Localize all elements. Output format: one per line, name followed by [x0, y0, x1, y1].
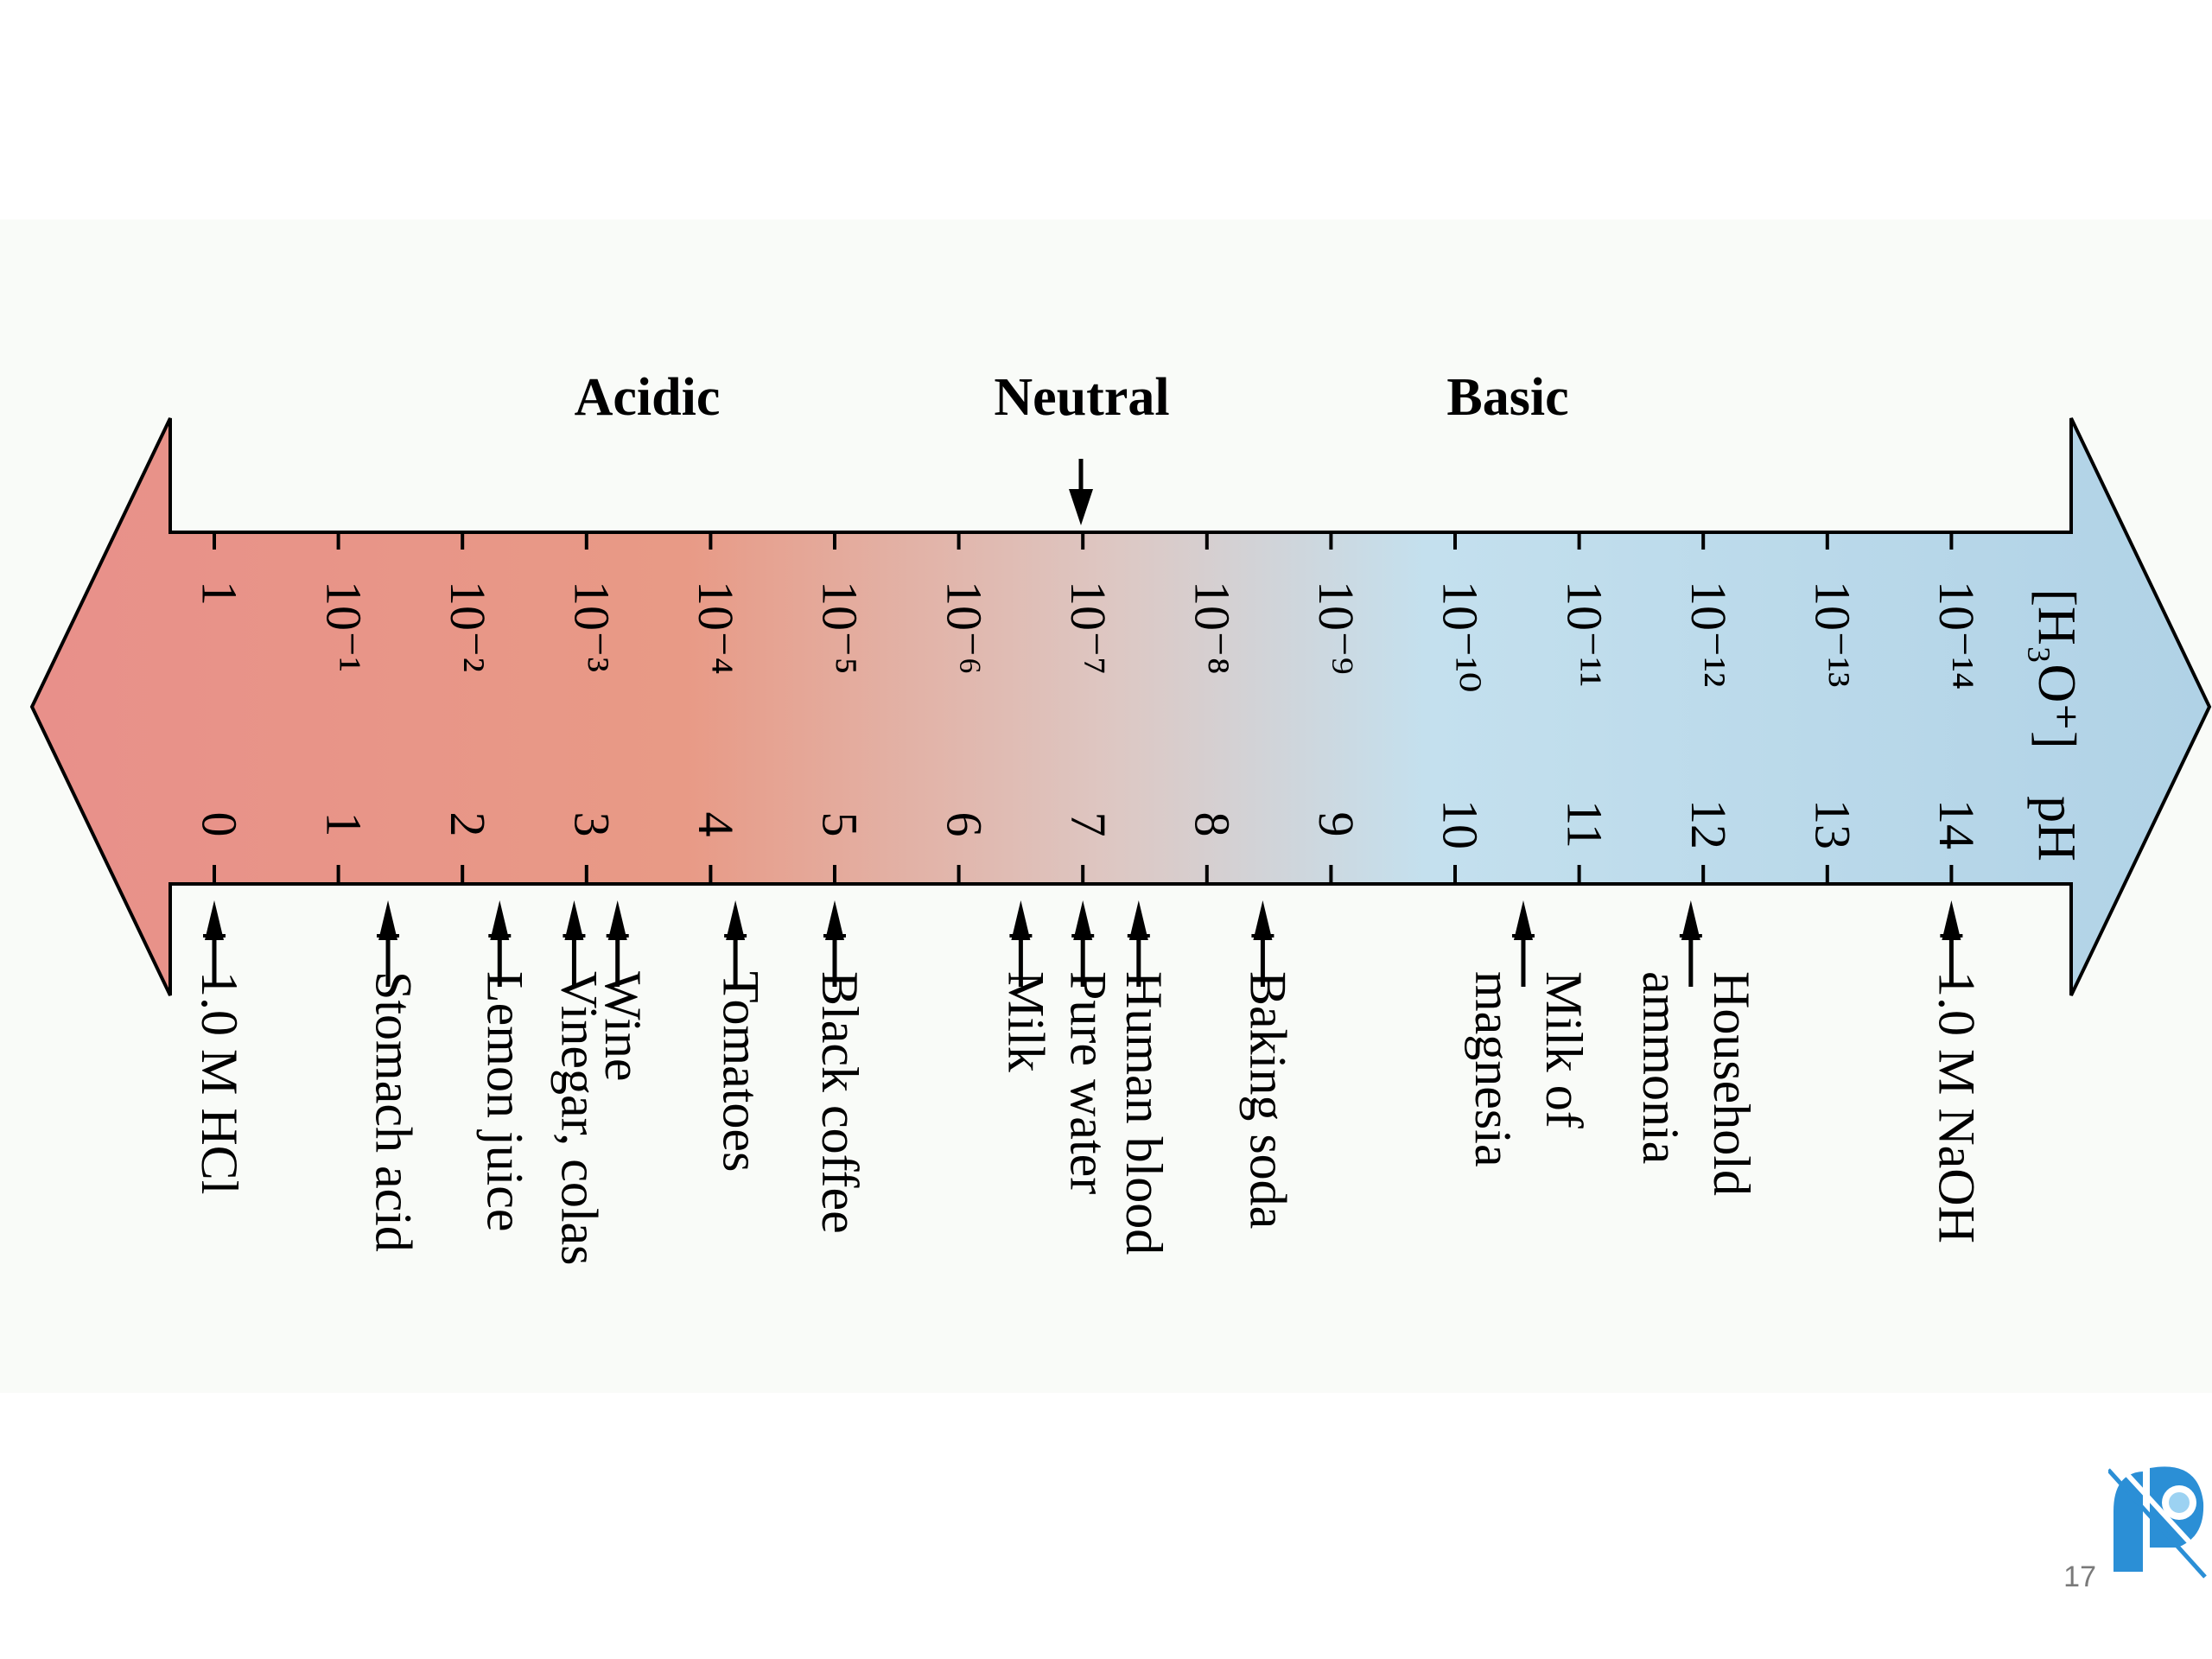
- substance-marker: Lemon juice: [477, 900, 534, 1232]
- substance-marker: Tomatoes: [712, 900, 769, 1172]
- page-number: 17: [2063, 1560, 2096, 1593]
- concentration-label: 10⁻⁴: [688, 581, 744, 675]
- concentration-label: 10⁻⁶: [936, 581, 992, 675]
- concentration-label: 10⁻¹³: [1804, 581, 1860, 687]
- concentration-label: 10⁻⁷: [1060, 581, 1116, 675]
- concentration-label: 10⁻¹²: [1681, 581, 1737, 687]
- substance-label: Milk of: [1535, 971, 1592, 1128]
- substance-label: Lemon juice: [477, 971, 534, 1232]
- substance-marker: Pure water: [1059, 900, 1116, 1194]
- ph-value-label: 0: [192, 812, 248, 837]
- concentration-label: 1: [192, 581, 248, 606]
- ph-value-label: 9: [1308, 812, 1364, 837]
- substance-marker: 1.0 M HCl: [191, 900, 248, 1194]
- substance-marker: Baking soda: [1240, 900, 1297, 1229]
- substance-group: 1.0 M HCl Stomach acid Lemon juice Vinegar,…: [191, 900, 1986, 1266]
- logo-icon: [2108, 1455, 2212, 1579]
- substance-marker: magnesia Milk of: [1465, 900, 1592, 1167]
- substance-arrowhead: [1942, 900, 1961, 940]
- ph-value-label: 6: [936, 812, 992, 837]
- slide-panel: Acidic Neutral Basic 1 10⁻¹ 10⁻² 10⁻³ 10⁻⁴ 10…: [0, 219, 2212, 1579]
- substance-arrowhead: [607, 900, 627, 940]
- substance-arrowhead: [1681, 900, 1700, 940]
- substance-label: Wine: [594, 971, 652, 1082]
- concentration-label: 10⁻³: [563, 581, 620, 672]
- neutral-pointer: [1069, 459, 1093, 525]
- concentration-label: 10⁻¹⁰: [1433, 581, 1489, 692]
- concentration-label: 10⁻⁸: [1184, 581, 1240, 675]
- ph-value-label: 14: [1929, 799, 1985, 849]
- concentration-label: 10⁻⁵: [812, 581, 868, 675]
- substance-arrowhead: [564, 900, 584, 940]
- substance-marker: 1.0 M NaOH: [1929, 900, 1986, 1243]
- ph-axis-label: pH: [2027, 796, 2086, 861]
- ph-value-label: 7: [1060, 812, 1116, 837]
- substance-label: Vinegar, colas: [551, 971, 608, 1266]
- acidic-label: Acidic: [575, 368, 721, 427]
- substance-label: Pure water: [1059, 971, 1116, 1194]
- substance-arrowhead: [1011, 900, 1031, 940]
- substance-label: Milk: [998, 971, 1055, 1072]
- substance-label: Human blood: [1116, 971, 1173, 1255]
- substance-marker: Human blood: [1116, 900, 1173, 1255]
- ph-value-label: 3: [563, 812, 620, 837]
- substance-label: Black coffee: [811, 971, 868, 1234]
- ph-scale-diagram: Acidic Neutral Basic 1 10⁻¹ 10⁻² 10⁻³ 10⁻⁴ 10…: [29, 368, 2212, 1266]
- concentration-label: 10⁻¹⁴: [1929, 581, 1985, 690]
- substance-arrowhead: [1513, 900, 1533, 940]
- neutral-label: Neutral: [994, 368, 1169, 427]
- substance-arrowhead: [490, 900, 510, 940]
- substance-marker: Vinegar, colas: [551, 900, 608, 1266]
- substance-arrowhead: [726, 900, 746, 940]
- ph-value-label: 5: [812, 812, 868, 837]
- substance-label: Stomach acid: [365, 971, 422, 1252]
- substance-marker: Stomach acid: [365, 900, 422, 1252]
- substance-arrowhead: [378, 900, 398, 940]
- upper-tick-group: [213, 532, 1954, 550]
- substance-marker: Black coffee: [811, 900, 868, 1234]
- substance-label: 1.0 M HCl: [191, 971, 248, 1194]
- substance-label: 1.0 M NaOH: [1929, 971, 1986, 1243]
- concentration-label: 10⁻⁹: [1308, 581, 1364, 675]
- ph-value-label: 8: [1184, 812, 1240, 837]
- basic-label: Basic: [1446, 368, 1568, 427]
- substance-label: Household: [1703, 971, 1760, 1196]
- substance-label: ammonia: [1632, 971, 1689, 1164]
- substance-arrowhead: [825, 900, 844, 940]
- ph-value-label: 13: [1804, 799, 1860, 849]
- concentration-label-group: 1 10⁻¹ 10⁻² 10⁻³ 10⁻⁴ 10⁻⁵ 10⁻⁶ 10⁻⁷ 10⁻⁸ 10⁻⁹ 10⁻…: [192, 581, 1985, 692]
- concentration-label: 10⁻²: [440, 581, 496, 672]
- substance-arrowhead: [1253, 900, 1273, 940]
- ph-value-label: 12: [1681, 799, 1737, 849]
- concentration-label: 10⁻¹: [315, 581, 372, 672]
- substance-arrowhead: [1128, 900, 1148, 940]
- h3o-axis-label: [H₃O⁺]: [2027, 588, 2086, 748]
- substance-label: magnesia: [1465, 971, 1522, 1167]
- substance-marker: Milk: [998, 900, 1055, 1072]
- ph-value-label: 1: [315, 812, 372, 837]
- substance-arrowhead: [205, 900, 224, 940]
- substance-label: Baking soda: [1240, 971, 1297, 1229]
- substance-arrowhead: [1073, 900, 1093, 940]
- ph-value-label: 10: [1433, 799, 1489, 849]
- substance-marker: Wine: [594, 900, 652, 1082]
- ph-arrow-body: [29, 417, 2212, 996]
- ph-value-label: 11: [1556, 800, 1612, 849]
- substance-label: Tomatoes: [712, 971, 769, 1172]
- substance-marker: ammonia Household: [1632, 900, 1760, 1196]
- ph-value-label-group: 0 1 2 3 4 5 6 7 8 9 10 11 12 13 14: [192, 799, 1985, 849]
- concentration-label: 10⁻¹¹: [1556, 581, 1612, 687]
- ph-value-label: 2: [440, 812, 496, 837]
- ph-value-label: 4: [688, 812, 744, 837]
- lower-tick-group: [213, 865, 1954, 884]
